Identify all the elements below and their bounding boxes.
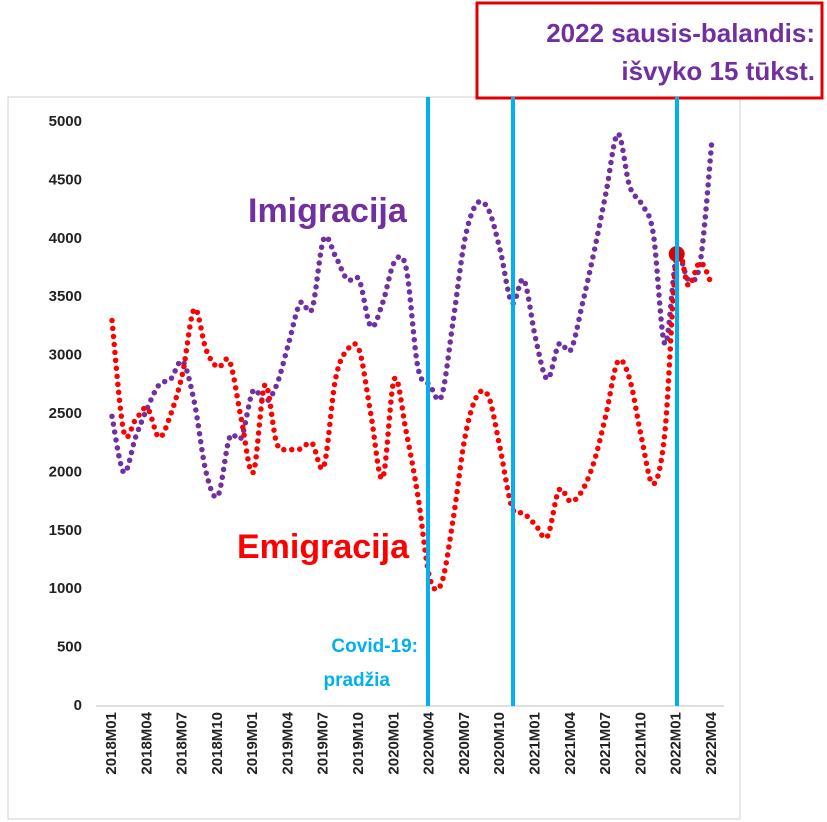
series-line xyxy=(109,130,715,500)
y-tick-label: 1000 xyxy=(49,580,82,597)
x-tick-label: 2018M01 xyxy=(103,712,120,775)
x-tick-label: 2019M07 xyxy=(315,712,332,775)
x-tick-label: 2020M10 xyxy=(491,712,508,775)
x-tick-label: 2019M04 xyxy=(279,711,296,774)
x-tick-label: 2019M10 xyxy=(350,712,367,775)
x-tick-label: 2022M04 xyxy=(703,711,720,774)
y-tick-label: 2500 xyxy=(49,405,82,422)
callout-box xyxy=(475,1,824,100)
x-tick-label: 2018M10 xyxy=(209,712,226,775)
x-tick-label: 2020M07 xyxy=(456,712,473,775)
annotation: Covid-19: xyxy=(331,636,418,657)
x-tick-label: 2021M04 xyxy=(562,711,579,774)
y-tick-label: 4000 xyxy=(49,230,82,247)
legend-label: Imigracija xyxy=(248,192,408,230)
y-tick-label: 3000 xyxy=(49,347,82,364)
y-tick-label: 4500 xyxy=(49,171,82,188)
y-tick-label: 500 xyxy=(57,639,82,656)
x-tick-label: 2021M07 xyxy=(597,712,614,775)
y-tick-label: 1500 xyxy=(49,522,82,539)
x-tick-label: 2021M01 xyxy=(526,712,543,775)
annotation: pradžia xyxy=(323,670,390,691)
y-tick-label: 0 xyxy=(74,697,82,714)
x-tick-label: 2018M04 xyxy=(138,711,155,774)
x-tick-label: 2020M04 xyxy=(421,711,438,774)
x-tick-label: 2021M10 xyxy=(632,712,649,775)
y-tick-label: 5000 xyxy=(49,113,82,130)
callout-line: išvyko 15 tūkst. xyxy=(621,56,815,86)
plot-frame xyxy=(7,96,741,820)
y-tick-label: 3500 xyxy=(49,288,82,305)
x-tick-label: 2022M01 xyxy=(668,712,685,775)
series-line xyxy=(109,247,715,593)
x-tick-label: 2020M01 xyxy=(385,712,402,775)
callout-line: 2022 sausis-balandis: xyxy=(546,18,815,48)
x-tick-label: 2018M07 xyxy=(174,712,191,775)
x-tick-label: 2019M01 xyxy=(244,712,261,775)
plot: 0 500 1000 1500 2000 2500 3000 3500 4000 4500 5000… xyxy=(49,113,724,775)
y-tick-label: 2000 xyxy=(49,463,82,480)
legend-label: Emigracija xyxy=(237,528,410,566)
